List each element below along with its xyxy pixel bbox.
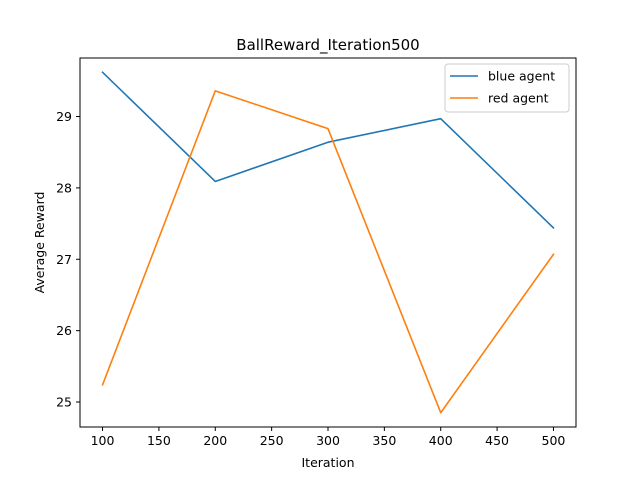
x-tick-label: 300 — [316, 433, 340, 448]
series-line-0 — [101, 71, 555, 229]
x-tick-label: 100 — [91, 433, 115, 448]
y-tick-label: 26 — [56, 323, 72, 338]
series-line-1 — [101, 90, 555, 414]
legend-label-0: blue agent — [488, 69, 555, 84]
x-axis: 100 150 200 250 300 350 400 450 500 — [91, 427, 566, 448]
y-tick-label: 29 — [56, 109, 72, 124]
y-axis: 25 26 27 28 29 — [56, 109, 80, 410]
x-tick-label: 200 — [203, 433, 227, 448]
chart-title: BallReward_Iteration500 — [236, 36, 419, 55]
x-tick-label: 250 — [260, 433, 284, 448]
x-tick-label: 450 — [485, 433, 509, 448]
legend: blue agent red agent — [444, 63, 570, 113]
plot-frame — [79, 57, 577, 428]
series-layer — [101, 71, 555, 414]
y-tick-label: 28 — [56, 180, 72, 195]
x-tick-label: 150 — [147, 433, 171, 448]
x-tick-label: 350 — [372, 433, 396, 448]
x-tick-label: 500 — [542, 433, 566, 448]
x-tick-label: 400 — [429, 433, 453, 448]
y-tick-label: 25 — [56, 395, 72, 410]
y-tick-label: 27 — [56, 252, 72, 267]
legend-label-1: red agent — [488, 91, 549, 106]
y-axis-label: Average Reward — [32, 192, 47, 294]
x-axis-label: Iteration — [301, 455, 354, 470]
